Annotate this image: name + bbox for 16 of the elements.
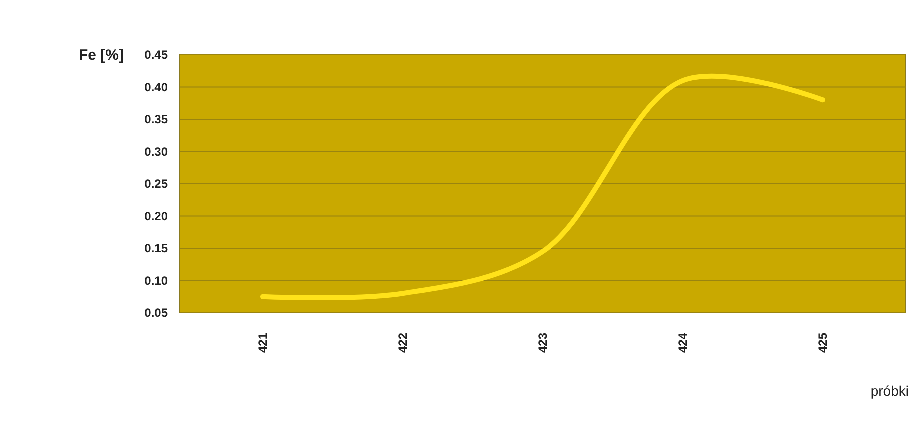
y-tick-label: 0.20 [144,209,168,224]
y-tick-label: 0.40 [144,80,168,94]
x-tick-label: 422 [396,332,410,354]
y-tick-label: 0.45 [144,48,168,62]
y-tick-label: 0.25 [144,177,168,191]
y-axis-title: Fe [%] [79,47,124,64]
y-tick-label: 0.15 [144,242,168,256]
x-axis-title: próbki [870,383,909,399]
x-tick-label: 425 [816,332,830,354]
y-tick-label: 0.10 [144,274,168,288]
x-tick-label: 424 [676,332,690,354]
y-tick-label: 0.35 [144,112,168,126]
x-tick-label: 421 [256,332,270,354]
x-tick-label: 423 [536,332,550,354]
y-tick-label: 0.30 [144,144,168,159]
y-tick-label: 0.05 [144,306,168,320]
